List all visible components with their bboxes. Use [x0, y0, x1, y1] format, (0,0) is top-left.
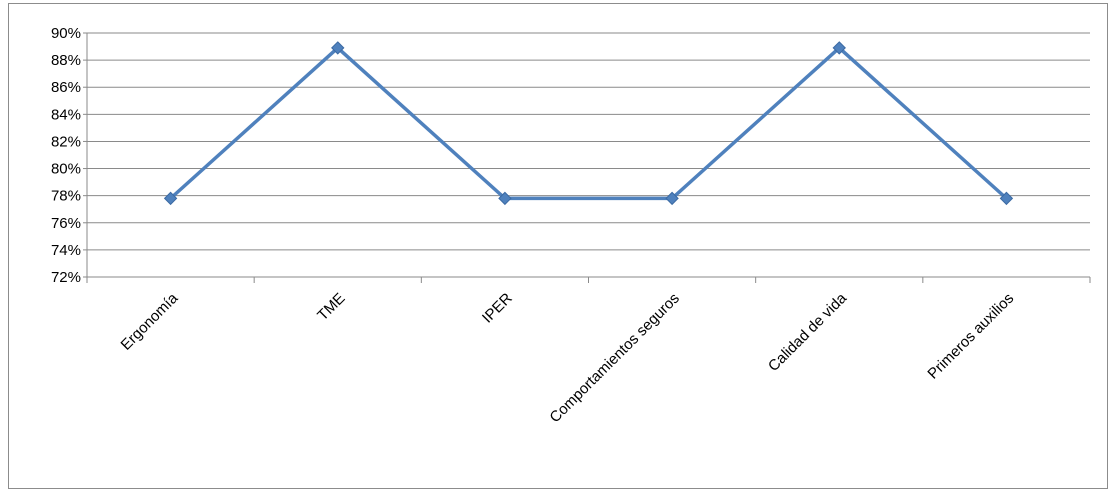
- y-tick-label: 74%: [51, 242, 81, 259]
- y-tick-label: 76%: [51, 215, 81, 232]
- data-point-marker: [999, 191, 1014, 206]
- x-axis-ticks: Ergonomía TME IPER Comportamientos seguros C…: [118, 289, 1018, 426]
- x-tick-label: Calidad de vida: [765, 289, 851, 375]
- data-point-marker: [832, 41, 846, 55]
- data-point-marker: [331, 41, 345, 55]
- y-tick-label: 90%: [51, 25, 81, 42]
- x-tick-label: Primeros auxilios: [924, 290, 1017, 383]
- series-line: [169, 45, 1008, 201]
- x-tick-label: TME: [314, 290, 348, 324]
- y-tick-label: 72%: [51, 269, 81, 286]
- x-tick-label: Ergonomía: [118, 289, 182, 353]
- x-tick-label: IPER: [479, 290, 516, 327]
- data-point-marker: [665, 191, 679, 206]
- y-tick-label: 80%: [51, 161, 81, 178]
- data-point-marker: [163, 191, 178, 206]
- series: [163, 41, 1014, 206]
- y-tick-label: 82%: [51, 133, 81, 150]
- axes: [83, 32, 1091, 283]
- y-tick-label: 86%: [51, 79, 81, 96]
- y-tick-label: 78%: [51, 188, 81, 205]
- data-point-marker: [498, 191, 512, 206]
- y-tick-label: 88%: [51, 52, 81, 69]
- x-tick-label: Comportamientos seguros: [546, 290, 682, 426]
- y-axis-ticks: 90% 88% 86% 84% 82% 80% 78% 76% 74% 72%: [51, 25, 81, 286]
- y-tick-label: 84%: [51, 106, 81, 123]
- gridlines: [87, 32, 1090, 278]
- chart-frame: [8, 3, 1108, 489]
